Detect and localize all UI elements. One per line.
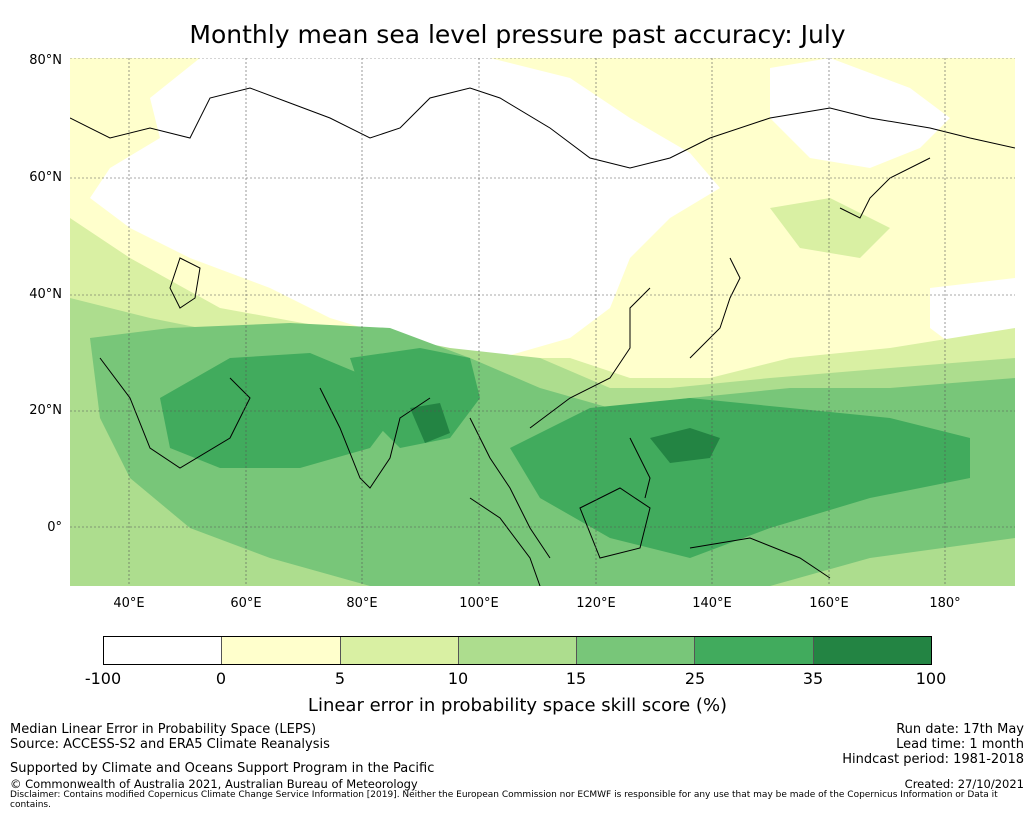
map-canvas (70, 58, 1015, 586)
disclaimer: Disclaimer: Contains modified Copernicus… (10, 790, 998, 810)
region-low-skill-northeast (770, 58, 950, 168)
lon-label-60e: 60°E (230, 596, 262, 611)
lat-label-40n: 40°N (29, 287, 62, 302)
copyright: © Commonwealth of Australia 2021, Austra… (10, 777, 418, 791)
lon-label-40e: 40°E (113, 596, 145, 611)
colorbar-segment (340, 637, 459, 664)
coast-caspian (169, 257, 201, 309)
footer-left: Median Linear Error in Probability Space… (10, 722, 330, 752)
skill-map (70, 58, 1015, 586)
run-date: Run date: 17th May (896, 722, 1024, 737)
coast-india (319, 387, 431, 489)
region-skill-35-100 (650, 428, 720, 463)
lat-label-20n: 20°N (29, 403, 62, 418)
colorbar-tick: 100 (915, 669, 947, 688)
coast-indochina (469, 417, 551, 559)
lon-label-120e: 120°E (576, 596, 616, 611)
lat-label-80n: 80°N (29, 53, 62, 68)
created-date: Created: 27/10/2021 (904, 777, 1024, 791)
lon-label-80e: 80°E (346, 596, 378, 611)
lon-label-100e: 100°E (459, 596, 499, 611)
graticule (70, 58, 1015, 586)
coast-philippines (629, 437, 651, 499)
colorbar (103, 636, 932, 665)
coast-borneo (579, 487, 651, 559)
chart-title: Monthly mean sea level pressure past acc… (189, 20, 846, 49)
colorbar-segment (813, 637, 931, 664)
colorbar-segment (104, 637, 223, 664)
lead-time: Lead time: 1 month (896, 737, 1024, 752)
lon-label-160e: 160°E (809, 596, 849, 611)
footer-right: Run date: 17th May Lead time: 1 month Hi… (842, 722, 1024, 767)
colorbar-segment (458, 637, 578, 664)
leps-description: Median Linear Error in Probability Space… (10, 722, 317, 737)
region-low-skill-north (90, 58, 720, 358)
colorbar-tick: -100 (84, 669, 122, 688)
lon-label-140e: 140°E (692, 596, 732, 611)
lat-label-0: 0° (47, 520, 62, 535)
region-skill-35-100-india (410, 403, 450, 443)
coast-japan (689, 257, 741, 359)
colorbar-tick: 25 (684, 669, 706, 688)
colorbar-segment (695, 637, 814, 664)
region-skill-25-35-india (350, 348, 480, 448)
colorbar-tick: 10 (447, 669, 469, 688)
hindcast-period: Hindcast period: 1981-2018 (842, 752, 1024, 767)
colorbar-tick: 0 (215, 669, 227, 688)
colorbar-segment (222, 637, 341, 664)
colorbar-tick: 35 (802, 669, 824, 688)
region-skill-25-35-arabia (160, 353, 400, 468)
data-source: Source: ACCESS-S2 and ERA5 Climate Reana… (10, 737, 330, 752)
coast-sumatra (469, 497, 541, 586)
coast-china (529, 287, 651, 429)
coastlines (70, 87, 1015, 586)
coast-arabia (99, 357, 251, 469)
colorbar-tick: 5 (334, 669, 346, 688)
colorbar-segment (577, 637, 696, 664)
colorbar-tick: 15 (565, 669, 587, 688)
colorbar-label: Linear error in probability space skill … (307, 695, 728, 716)
coast-kamchatka (839, 157, 931, 219)
support-note: Supported by Climate and Oceans Support … (10, 761, 435, 776)
lat-label-60n: 60°N (29, 170, 62, 185)
coast-arctic (70, 87, 1015, 169)
region-skill-5-10-japan (770, 198, 890, 258)
lon-label-180: 180° (929, 596, 961, 611)
region-skill-25-35-maritime (510, 398, 970, 558)
coast-new-guinea (689, 537, 831, 579)
